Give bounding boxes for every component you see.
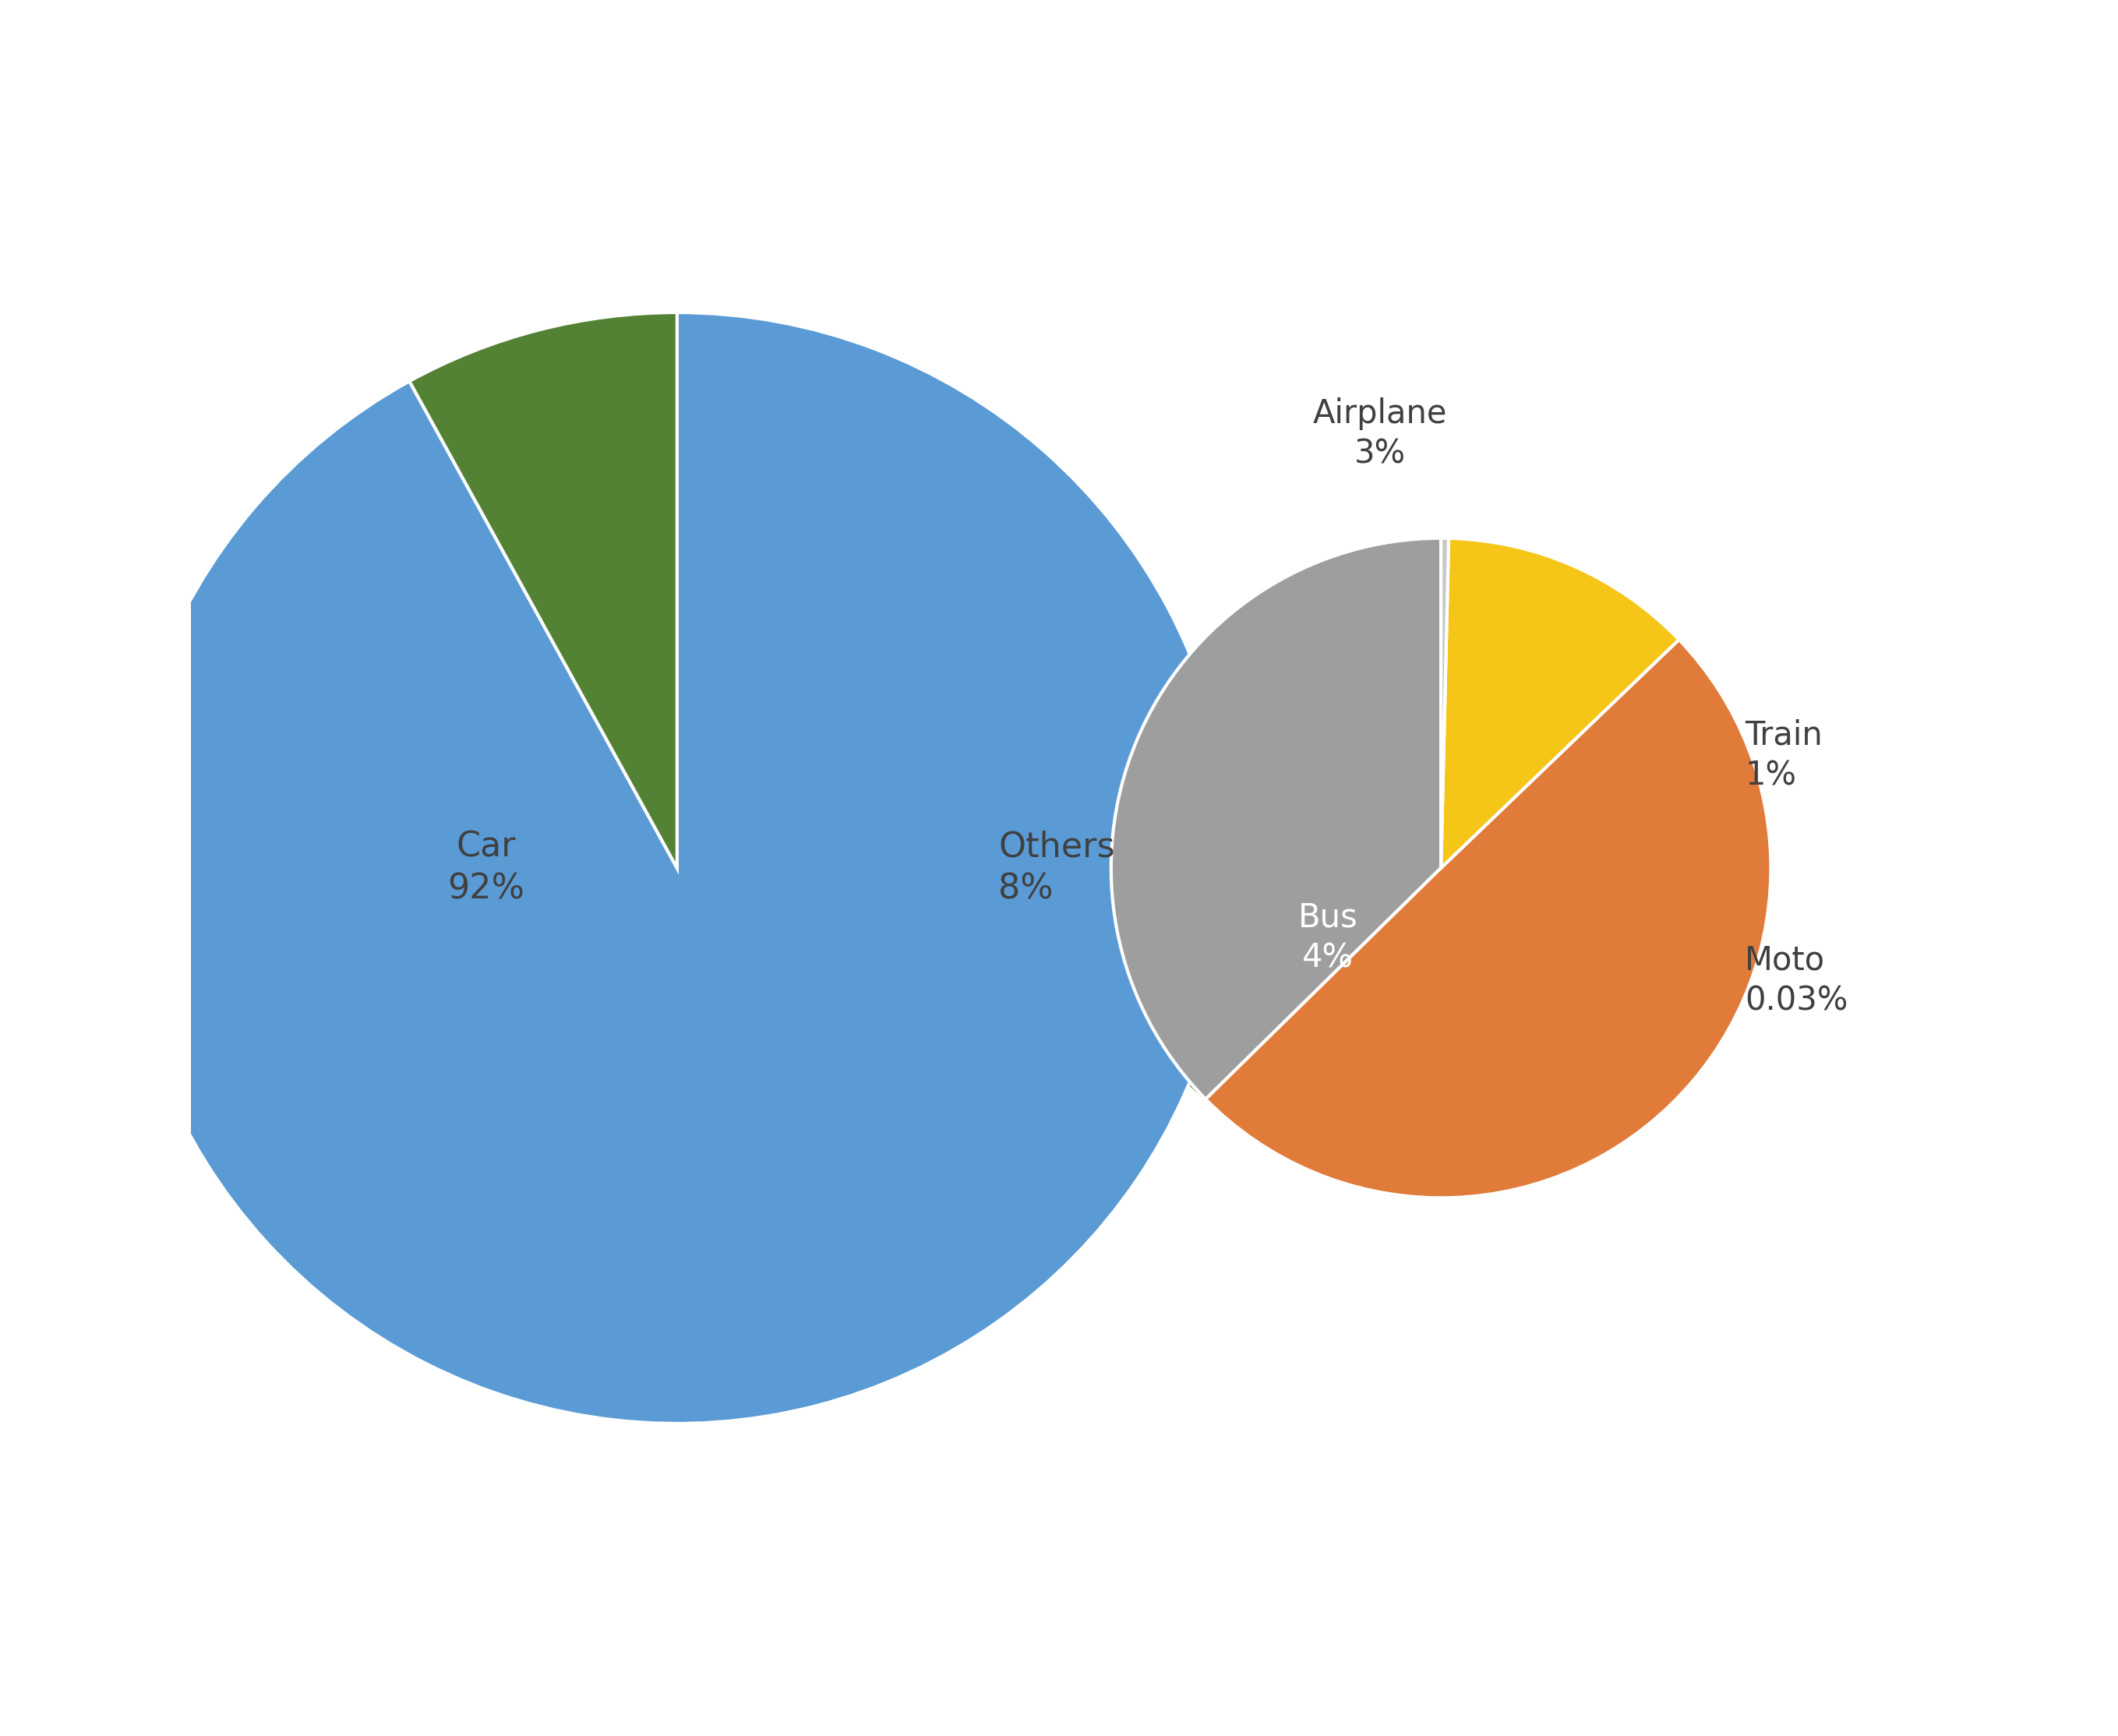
Text: Train
1%: Train 1% <box>1745 719 1821 792</box>
Text: Others
8%: Others 8% <box>998 830 1114 906</box>
Text: Moto
0.03%: Moto 0.03% <box>1745 944 1847 1017</box>
Text: Car
92%: Car 92% <box>447 830 525 906</box>
Wedge shape <box>121 312 1233 1424</box>
Wedge shape <box>1440 538 1680 868</box>
Text: Bus
4%: Bus 4% <box>1298 901 1358 974</box>
Text: Airplane
3%: Airplane 3% <box>1313 398 1447 470</box>
Wedge shape <box>409 312 678 868</box>
Wedge shape <box>1205 639 1771 1198</box>
Wedge shape <box>1440 538 1449 868</box>
Wedge shape <box>1112 538 1440 1099</box>
